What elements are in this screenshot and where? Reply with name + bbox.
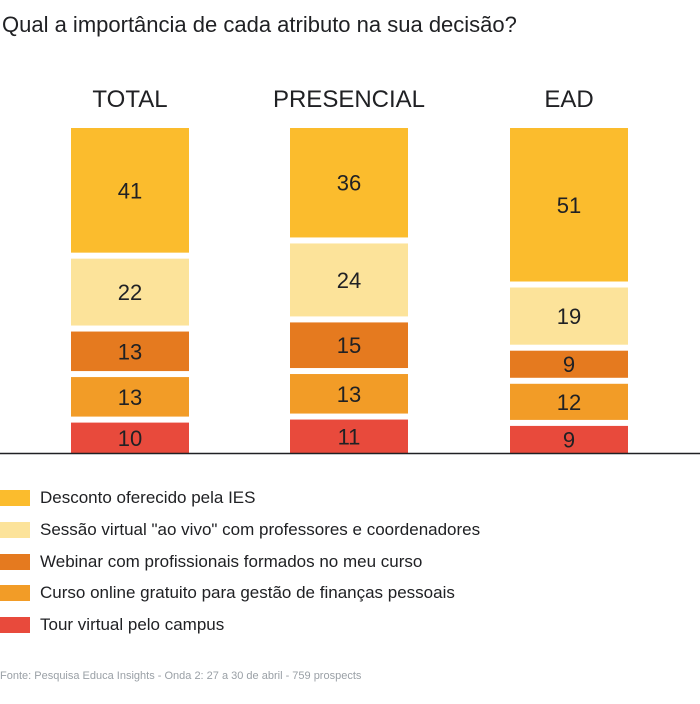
legend-item-tour-virtual: Tour virtual pelo campus [0,613,224,637]
data-label-total-sessao-virtual: 22 [118,280,142,305]
source-note: Fonte: Pesquisa Educa Insights - Onda 2:… [0,670,362,682]
stacked-bar-chart: TOTAL 10 13 13 22 41 PRESENCIAL 11 13 15 24 36 EAD 9 1… [0,86,700,455]
data-label-presencial-webinar: 15 [337,333,361,358]
bar-segment-total-sessao-virtual [71,258,189,326]
data-label-total-desconto: 41 [118,178,142,203]
data-label-presencial-sessao-virtual: 24 [337,268,361,293]
data-label-total-tour-virtual: 10 [118,426,142,451]
legend-label: Webinar com profissionais formados no me… [40,552,423,571]
category-label-ead: EAD [544,86,593,113]
legend-swatch [0,490,30,506]
legend-swatch [0,554,30,570]
category-label-total: TOTAL [92,86,167,113]
legend-swatch [0,617,30,633]
legend-swatch [0,522,30,538]
legend-label: Tour virtual pelo campus [40,615,225,634]
bar-segment-presencial-sessao-virtual [290,243,408,317]
bar-segment-presencial-curso-online [290,374,408,414]
legend-item-desconto: Desconto oferecido pela IES [0,486,255,510]
bar-segment-presencial-webinar [290,322,408,369]
data-label-presencial-desconto: 36 [337,171,361,196]
legend-label: Curso online gratuito para gestão de fin… [40,583,455,602]
legend-label: Desconto oferecido pela IES [40,488,256,507]
data-label-total-webinar: 13 [118,339,142,364]
legend-item-curso-online: Curso online gratuito para gestão de fin… [0,581,455,605]
data-label-presencial-curso-online: 13 [337,382,361,407]
bar-segment-total-curso-online [71,377,189,417]
chart-title: Qual a importância de cada atributo na s… [2,12,517,37]
bar-segment-ead-curso-online [510,383,628,420]
bar-segment-ead-webinar [510,350,628,378]
bar-segment-presencial-desconto [290,128,408,238]
data-label-presencial-tour-virtual: 11 [338,424,361,449]
legend-item-webinar: Webinar com profissionais formados no me… [0,550,422,574]
bar-segment-ead-sessao-virtual [510,287,628,345]
data-label-total-curso-online: 13 [118,385,142,410]
bar-segment-total-desconto [71,128,189,253]
bar-segment-ead-tour-virtual [510,425,628,453]
bar-segment-presencial-tour-virtual [290,419,408,453]
bar-segment-ead-desconto [510,128,628,282]
data-label-ead-webinar: 9 [563,352,575,377]
legend-label: Sessão virtual "ao vivo" com professores… [40,520,481,539]
data-label-ead-sessao-virtual: 19 [557,304,581,329]
legend-item-sessao-virtual: Sessão virtual "ao vivo" com professores… [0,518,480,542]
category-label-presencial: PRESENCIAL [273,86,425,113]
data-label-ead-desconto: 51 [557,193,581,218]
bar-segment-total-webinar [71,331,189,372]
data-label-ead-tour-virtual: 9 [563,427,575,452]
data-label-ead-curso-online: 12 [557,390,581,415]
legend-swatch [0,585,30,601]
bar-segment-total-tour-virtual [71,422,189,453]
